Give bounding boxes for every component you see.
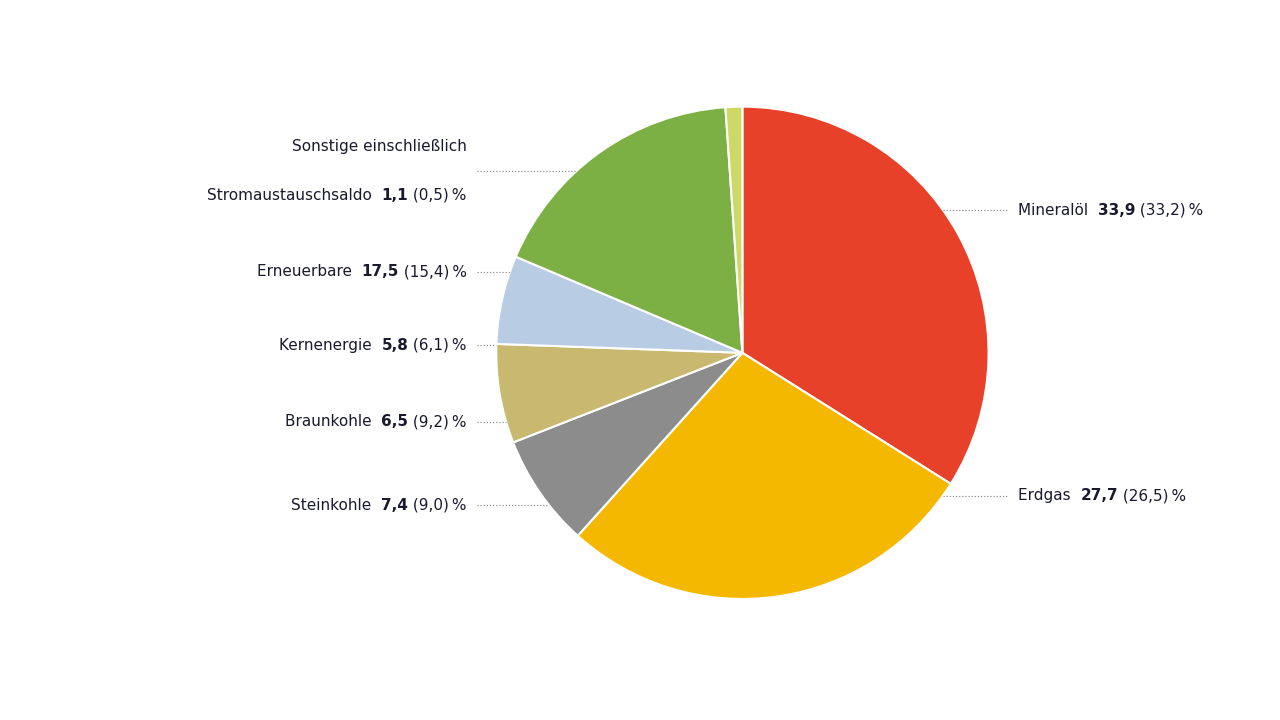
Text: 33,9: 33,9 (1098, 202, 1135, 217)
Text: Erneuerbare: Erneuerbare (256, 264, 361, 279)
Text: (0,5) %: (0,5) % (408, 188, 467, 203)
Wedge shape (513, 353, 742, 536)
Text: Braunkohle: Braunkohle (285, 414, 381, 429)
Wedge shape (726, 107, 742, 353)
Text: (9,2) %: (9,2) % (408, 414, 467, 429)
Text: Kernenergie: Kernenergie (279, 338, 381, 353)
Text: 17,5: 17,5 (361, 264, 398, 279)
Text: (9,0) %: (9,0) % (408, 498, 467, 513)
Text: (6,1) %: (6,1) % (408, 338, 467, 353)
Text: 27,7: 27,7 (1080, 488, 1119, 503)
Text: (15,4) %: (15,4) % (398, 264, 467, 279)
Text: 1,1: 1,1 (381, 188, 408, 203)
Text: Stromaustauschsaldo: Stromaustauschsaldo (207, 188, 381, 203)
Wedge shape (742, 107, 988, 484)
Text: 5,8: 5,8 (381, 338, 408, 353)
Text: Mineralöl: Mineralöl (1018, 202, 1098, 217)
Text: Erdgas: Erdgas (1018, 488, 1080, 503)
Wedge shape (497, 257, 742, 353)
Text: 7,4: 7,4 (381, 498, 408, 513)
Text: Sonstige einschließlich: Sonstige einschließlich (292, 138, 467, 153)
Wedge shape (516, 107, 742, 353)
Text: (26,5) %: (26,5) % (1119, 488, 1187, 503)
Wedge shape (497, 344, 742, 442)
Text: 6,5: 6,5 (381, 414, 408, 429)
Text: (33,2) %: (33,2) % (1135, 202, 1203, 217)
Wedge shape (577, 353, 951, 599)
Text: Steinkohle: Steinkohle (292, 498, 381, 513)
